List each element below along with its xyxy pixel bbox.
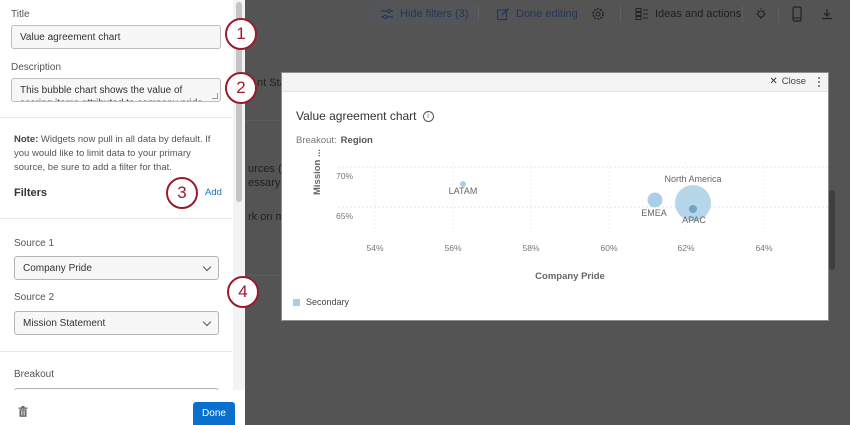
x-axis-label: Company Pride [535, 271, 605, 282]
callout-3: 3 [166, 177, 198, 209]
info-icon[interactable]: i [422, 110, 434, 122]
chart-title-text: Value agreement chart [296, 109, 417, 123]
bubble-emea [647, 192, 663, 208]
download-icon [822, 9, 832, 20]
callout-2: 2 [225, 72, 257, 104]
source2-select[interactable]: Mission Statement [14, 311, 219, 335]
callout-1: 1 [225, 18, 257, 50]
source2-value: Mission Statement [23, 318, 106, 329]
y-axis-label: Mission ... [312, 149, 323, 195]
toolbar-divider [742, 6, 743, 22]
section-divider [0, 117, 232, 118]
x-tick: 64% [755, 243, 772, 253]
background-divider [245, 120, 281, 121]
insights-button[interactable] [746, 2, 776, 26]
label-apac: APAC [682, 215, 706, 225]
ideas-and-actions-button[interactable]: Ideas and actions [627, 2, 749, 26]
y-tick: 65% [336, 211, 353, 221]
section-divider [0, 218, 232, 219]
note-bold: Note: [14, 134, 39, 145]
breakout-info: Breakout: Region [296, 135, 373, 146]
ideas-actions-icon [635, 8, 648, 20]
description-text: This bubble chart shows the value of sco… [20, 85, 203, 101]
mobile-icon [792, 6, 802, 22]
lightbulb-icon [756, 8, 766, 19]
source1-value: Company Pride [23, 263, 92, 274]
close-label: Close [781, 76, 806, 87]
description-textarea[interactable]: This bubble chart shows the value of sco… [11, 78, 221, 102]
description-label: Description [11, 62, 62, 73]
background-divider [245, 275, 281, 276]
title-label: Title [11, 9, 30, 20]
x-tick: 60% [600, 243, 617, 253]
background-text: essary [248, 177, 281, 189]
bubble-latam [460, 181, 466, 187]
bubble-chart: 70% 65% Mission ... 54% 56% 58% 60% 62% … [312, 149, 830, 282]
panel-scroll-area: Title Value agreement chart Description … [0, 0, 232, 390]
chart-title: Value agreement chart i [296, 109, 434, 123]
breakout-value: Region [340, 135, 373, 146]
done-editing-button[interactable]: Done editing [488, 2, 586, 26]
chevron-down-icon [202, 317, 212, 327]
x-tick: 56% [444, 243, 461, 253]
source2-label: Source 2 [14, 292, 55, 303]
ideas-and-actions-label: Ideas and actions [655, 8, 742, 20]
gear-icon [592, 8, 604, 20]
callout-4: 4 [227, 276, 259, 308]
toolbar-divider [778, 6, 779, 22]
background-scrollbar[interactable] [829, 190, 835, 270]
source1-label: Source 1 [14, 238, 55, 249]
background-text: rk on m [248, 211, 285, 223]
add-filter-link[interactable]: Add [205, 187, 222, 198]
more-options-icon[interactable] [816, 75, 822, 89]
filters-heading: Filters [14, 187, 48, 199]
toolbar-divider [478, 6, 479, 22]
filter-sliders-icon [381, 8, 393, 20]
bubble-apac [689, 205, 697, 213]
x-tick: 62% [677, 243, 694, 253]
label-latam: LATAM [449, 186, 478, 196]
x-tick: 54% [366, 243, 383, 253]
hide-filters-button[interactable]: Hide filters (3) [370, 2, 479, 26]
bubble-north-america [675, 185, 711, 221]
y-tick: 70% [336, 171, 353, 181]
note-text: Widgets now pull in all data by default.… [14, 134, 211, 173]
legend-label: Secondary [306, 297, 350, 307]
breakout-label: Breakout: [296, 135, 337, 146]
chevron-down-icon [202, 262, 212, 272]
data-note: Note: Widgets now pull in all data by de… [14, 133, 224, 175]
done-editing-label: Done editing [516, 8, 578, 20]
settings-button[interactable] [583, 2, 613, 26]
resize-handle-icon[interactable] [212, 93, 218, 99]
done-button[interactable]: Done [193, 402, 235, 425]
background-text: urces (h [248, 163, 288, 175]
close-button[interactable]: ✕ Close [769, 76, 806, 87]
label-north-america: North America [664, 174, 721, 184]
legend-swatch [293, 298, 300, 306]
edit-icon [496, 8, 509, 21]
hide-filters-label: Hide filters (3) [400, 8, 469, 20]
close-icon: ✕ [769, 76, 778, 87]
label-emea: EMEA [641, 208, 667, 218]
mobile-preview-button[interactable] [783, 2, 811, 26]
breakout-label: Breakout [14, 369, 55, 380]
chart-legend[interactable]: Secondary [293, 297, 349, 307]
toolbar-divider [620, 6, 621, 22]
breakout-select[interactable] [14, 388, 219, 390]
x-tick: 58% [522, 243, 539, 253]
background-text: nt Sta [257, 77, 286, 89]
source1-select[interactable]: Company Pride [14, 256, 219, 280]
download-button[interactable] [812, 2, 842, 26]
section-divider [0, 351, 232, 352]
modal-header: ✕ Close [282, 73, 828, 92]
trash-icon[interactable] [18, 406, 28, 417]
title-input[interactable]: Value agreement chart [11, 25, 221, 49]
widget-edit-panel: Title Value agreement chart Description … [0, 0, 245, 425]
chart-preview-modal: ✕ Close Value agreement chart i Breakout… [281, 72, 830, 321]
